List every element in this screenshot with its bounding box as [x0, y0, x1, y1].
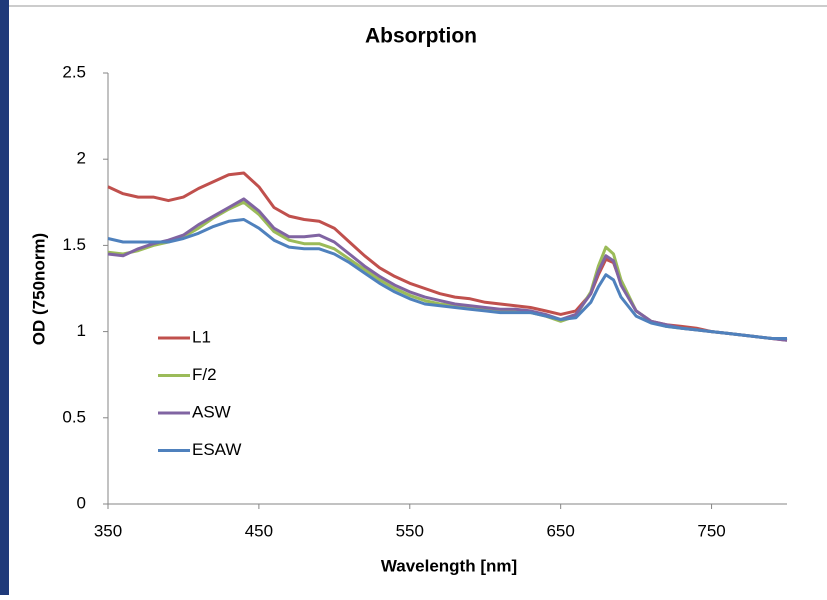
x-tick-label: 650: [546, 521, 574, 540]
series-line: [107, 200, 787, 340]
y-tick-label: 0.5: [62, 407, 86, 426]
chart-title: Absorption: [365, 25, 477, 48]
y-tick-label: 0: [77, 493, 86, 512]
legend-label: ESAW: [192, 440, 241, 459]
legend-label: L1: [192, 327, 211, 346]
x-axis-title: Wavelength [nm]: [381, 556, 517, 575]
y-axis-title: OD (750norm): [29, 233, 48, 345]
y-tick-label: 2.5: [62, 62, 86, 81]
x-tick-label: 750: [697, 521, 725, 540]
y-tick-label: 2: [77, 149, 86, 168]
slide-edge: [0, 0, 9, 595]
series-line: [107, 171, 788, 342]
x-tick-label: 350: [94, 521, 122, 540]
x-tick-label: 450: [245, 521, 273, 540]
legend-label: F/2: [192, 365, 217, 384]
legend-label: ASW: [192, 402, 231, 421]
y-tick-label: 1: [77, 321, 86, 340]
x-tick-label: 550: [396, 521, 424, 540]
series-line: [107, 218, 787, 340]
y-tick-label: 1.5: [62, 235, 86, 254]
